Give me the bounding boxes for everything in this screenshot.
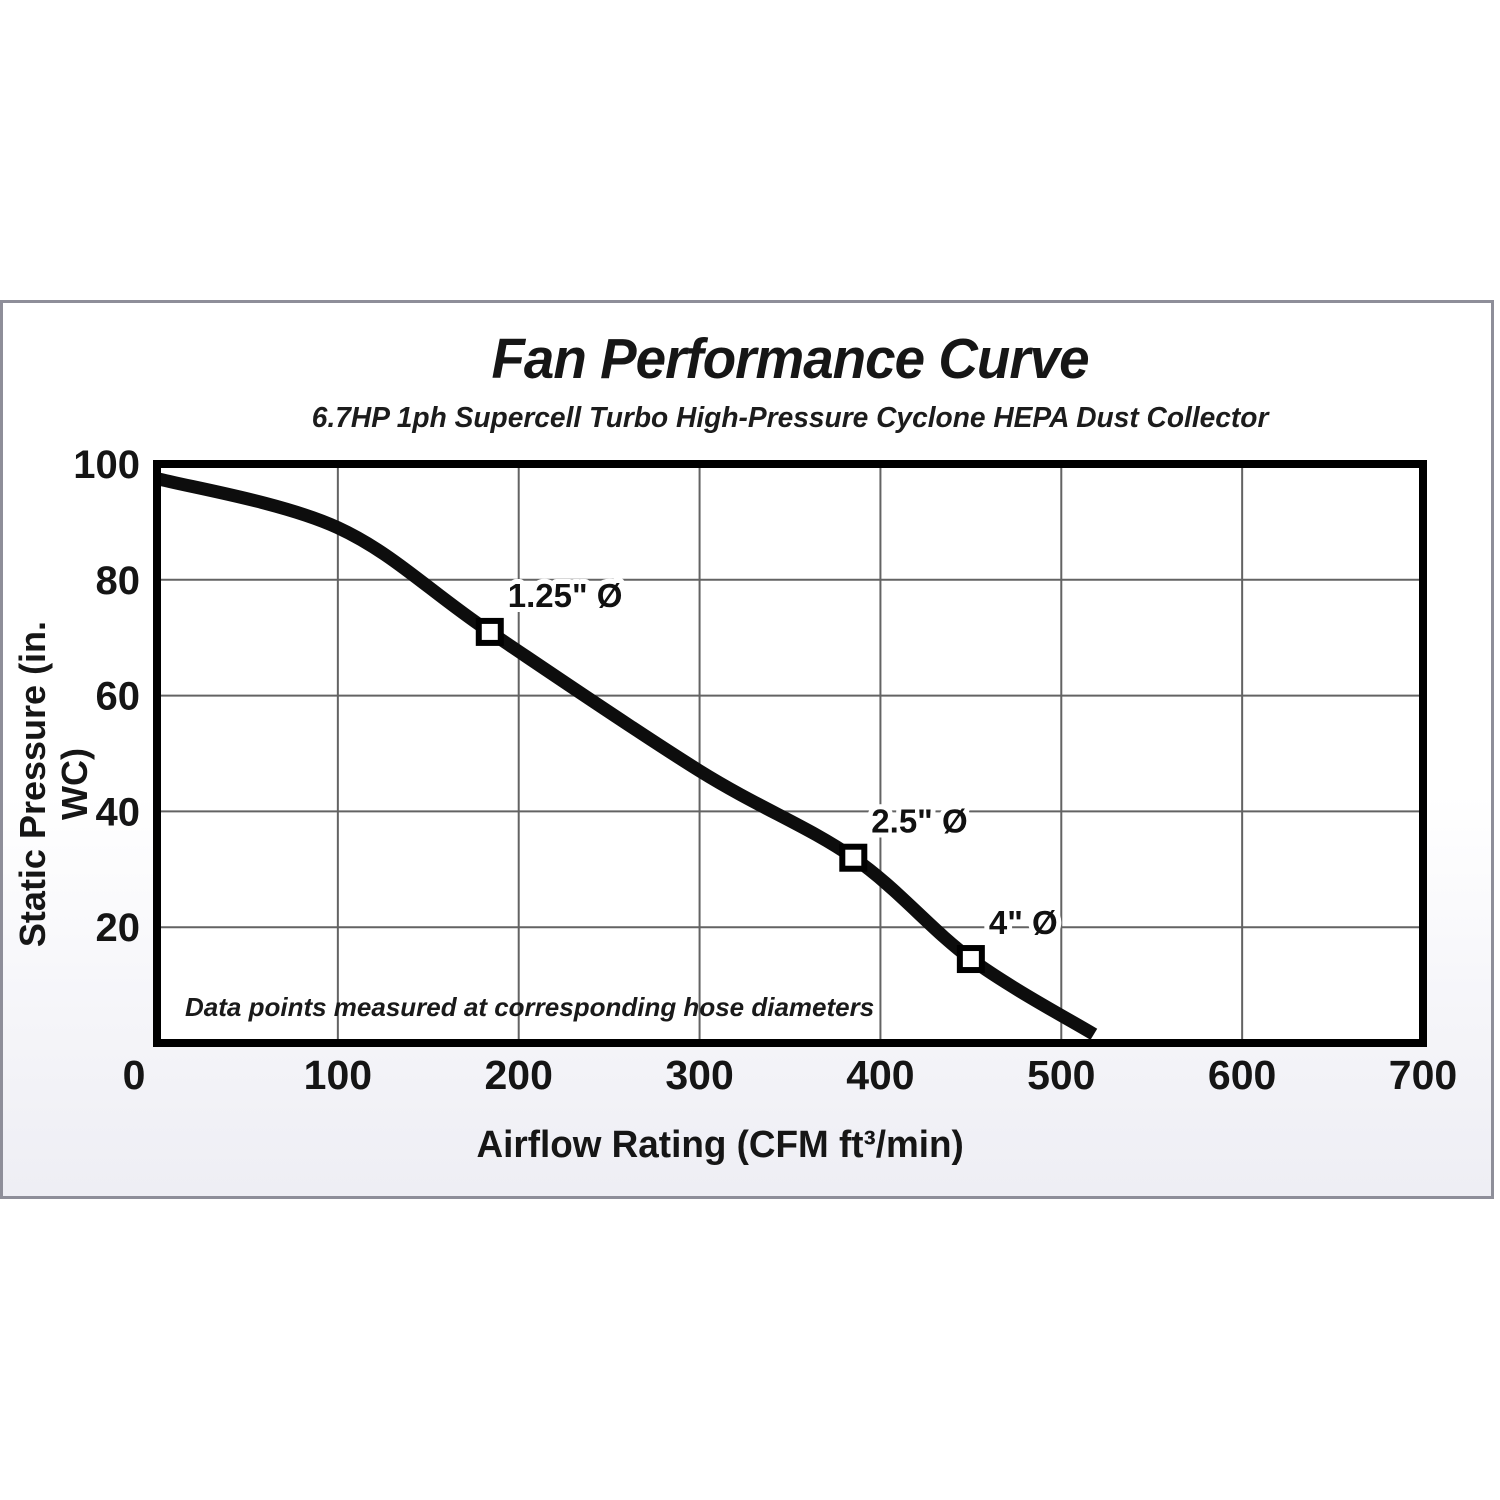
plot-background (157, 464, 1423, 1043)
y-tick-label: 60 (96, 675, 141, 719)
x-tick-label: 400 (846, 1052, 914, 1098)
x-axis-label-row: Airflow Rating (CFM ft³/min) (80, 1124, 1360, 1167)
y-tick-label: 40 (96, 790, 141, 834)
y-tick-label: 80 (96, 559, 141, 603)
x-tick-label: 200 (485, 1052, 553, 1098)
data-point-marker (475, 617, 504, 646)
data-point-label: 1.25" Ø (508, 577, 623, 614)
plot-border (153, 460, 1427, 1047)
chart-title: Fan Performance Curve (491, 327, 1089, 391)
x-axis-label: Airflow Rating (CFM ft³/min) (476, 1124, 964, 1166)
x-tick-label: 0 (123, 1052, 146, 1098)
chart-title-row: Fan Performance Curve (80, 326, 1500, 392)
x-tick-label: 500 (1027, 1052, 1095, 1098)
y-tick-label: 20 (96, 906, 141, 950)
x-tick-label: 600 (1208, 1052, 1276, 1098)
chart-subtitle-row: 6.7HP 1ph Supercell Turbo High-Pressure … (80, 402, 1500, 435)
data-point-label: 2.5" Ø (871, 803, 967, 840)
x-tick-label: 300 (665, 1052, 733, 1098)
y-tick-label: 100 (73, 443, 140, 487)
data-point-label: 4" Ø (989, 904, 1058, 941)
data-point-marker (839, 843, 868, 872)
x-tick-label: 100 (304, 1052, 372, 1098)
x-tick-label: 700 (1389, 1052, 1457, 1098)
chart-subtitle: 6.7HP 1ph Supercell Turbo High-Pressure … (311, 402, 1269, 434)
data-point-marker (956, 945, 985, 974)
annotation-note: Data points measured at corresponding ho… (185, 992, 874, 1022)
